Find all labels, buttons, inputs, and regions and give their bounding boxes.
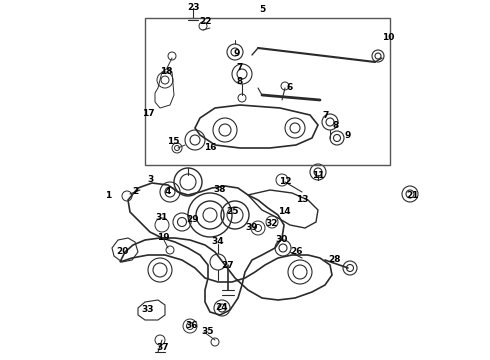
Text: 20: 20	[116, 248, 128, 256]
Text: 17: 17	[142, 109, 154, 118]
Text: 7: 7	[237, 63, 243, 72]
Text: 2: 2	[132, 188, 138, 197]
Text: 12: 12	[279, 177, 291, 186]
Text: 6: 6	[287, 84, 293, 93]
Text: 9: 9	[234, 49, 240, 58]
Text: 29: 29	[187, 216, 199, 225]
Text: 7: 7	[323, 111, 329, 120]
Text: 28: 28	[328, 256, 340, 265]
Text: 38: 38	[214, 185, 226, 194]
Text: 1: 1	[105, 192, 111, 201]
Text: 13: 13	[296, 195, 308, 204]
Text: 8: 8	[237, 77, 243, 86]
Text: 9: 9	[345, 130, 351, 139]
Text: 35: 35	[202, 328, 214, 337]
Text: 5: 5	[259, 5, 265, 14]
Text: 18: 18	[160, 68, 172, 77]
Text: 21: 21	[406, 192, 418, 201]
Text: 3: 3	[147, 175, 153, 184]
Text: 37: 37	[157, 343, 170, 352]
Text: 22: 22	[199, 18, 211, 27]
Text: 4: 4	[165, 188, 171, 197]
Text: 24: 24	[216, 303, 228, 312]
Text: 31: 31	[156, 213, 168, 222]
Text: 39: 39	[245, 224, 258, 233]
Bar	[145, 18, 390, 165]
Text: 30: 30	[276, 235, 288, 244]
Text: 10: 10	[382, 33, 394, 42]
Text: 26: 26	[290, 248, 302, 256]
Text: 15: 15	[167, 138, 179, 147]
Text: 19: 19	[157, 234, 170, 243]
Text: 34: 34	[212, 238, 224, 247]
Text: 25: 25	[226, 207, 238, 216]
Text: 11: 11	[312, 171, 324, 180]
Text: 23: 23	[187, 4, 199, 13]
Text: 33: 33	[142, 306, 154, 315]
Text: 14: 14	[278, 207, 290, 216]
Text: 36: 36	[186, 321, 198, 330]
Text: 27: 27	[221, 261, 234, 270]
Text: 16: 16	[204, 144, 216, 153]
Text: 32: 32	[266, 220, 278, 229]
Text: 8: 8	[333, 121, 339, 130]
